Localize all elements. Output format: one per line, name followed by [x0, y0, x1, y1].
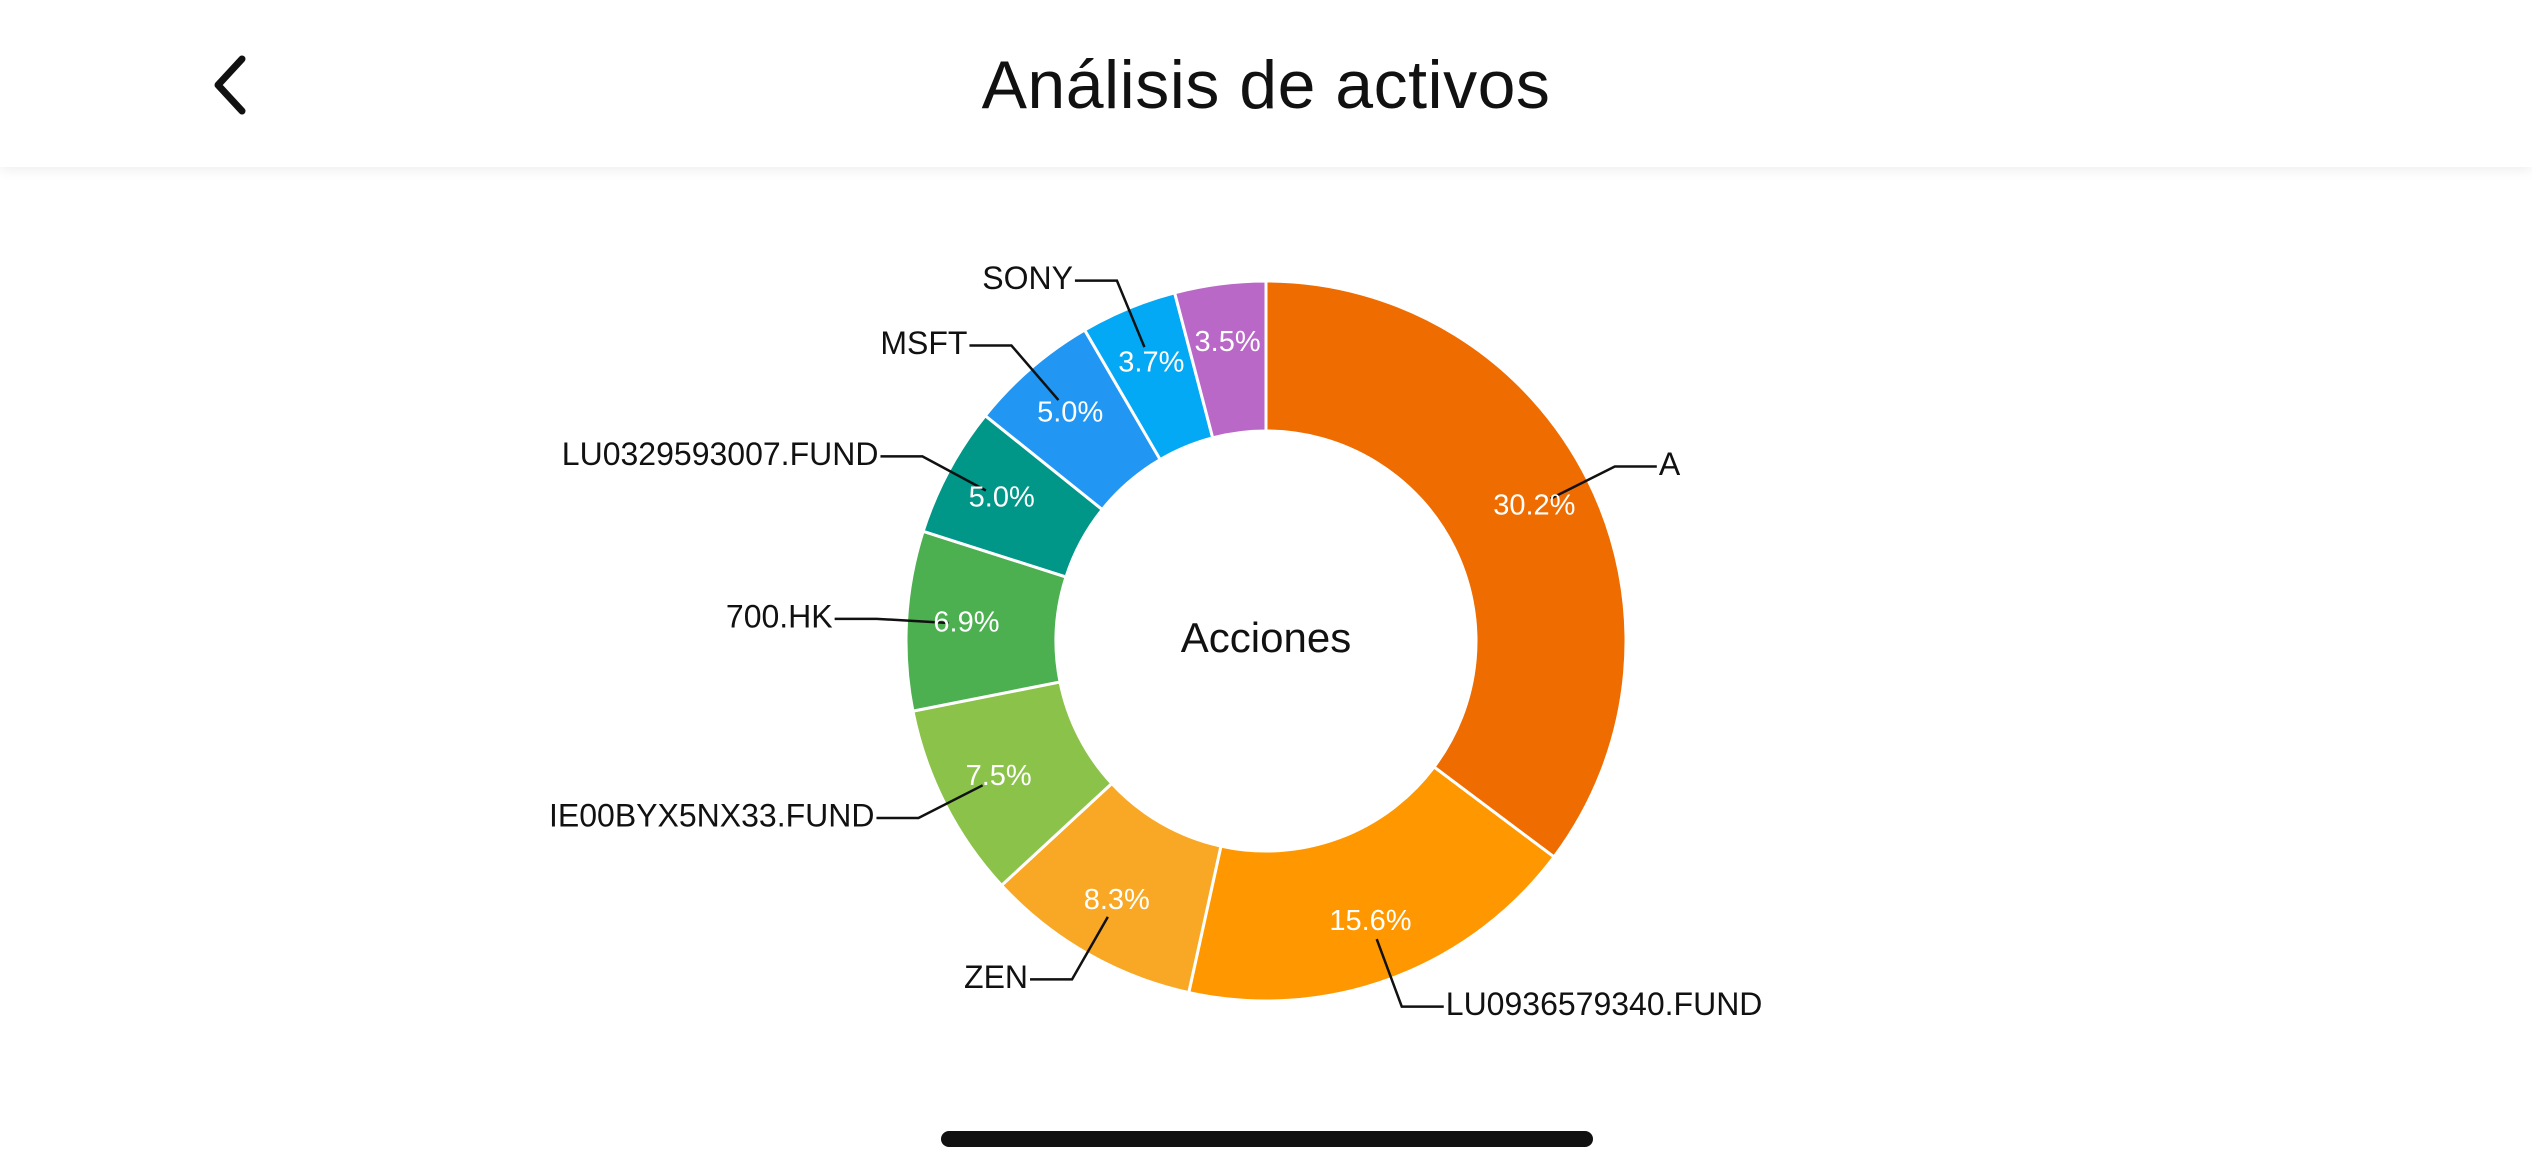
slice-percent-msft: 5.0%	[1037, 396, 1103, 428]
page-title: Análisis de activos	[981, 47, 1551, 123]
slice-slice-8[interactable]	[1172, 279, 1268, 440]
slice-percent-slice-8: 3.5%	[1195, 326, 1261, 358]
leader-line-700-hk	[834, 617, 949, 625]
leader-line-sony	[1074, 279, 1146, 348]
chevron-left-icon	[214, 55, 246, 115]
slice-label-lu0329593007-fund: LU0329593007.FUND	[562, 436, 879, 472]
labels-layer: 30.2% A 15.6% LU0936579340.FUND 8.3% ZEN 7.5% I…	[549, 260, 1762, 1022]
leader-line-zen	[1030, 916, 1109, 981]
back-button[interactable]	[190, 40, 270, 130]
leader-line-lu0936579340-fund	[1375, 938, 1444, 1008]
slice-label-zen: ZEN	[964, 959, 1028, 995]
leader-line-ie00byx5nx33-fund	[876, 784, 984, 820]
slice-label-sony: SONY	[982, 260, 1073, 296]
chart-area: 30.2% A 15.6% LU0936579340.FUND 8.3% ZEN 7.5% I…	[0, 167, 2532, 1127]
leader-line-a	[1549, 465, 1657, 500]
leader-line-lu0329593007-fund	[880, 455, 987, 492]
slice-label-ie00byx5nx33-fund: IE00BYX5NX33.FUND	[549, 797, 874, 833]
slice-percent-lu0936579340-fund: 15.6%	[1329, 905, 1411, 937]
slice-percent-sony: 3.7%	[1118, 346, 1184, 378]
slice-percent-ie00byx5nx33-fund: 7.5%	[966, 760, 1032, 792]
slice-label-lu0936579340-fund: LU0936579340.FUND	[1446, 986, 1763, 1022]
slice-label-msft: MSFT	[880, 325, 967, 361]
leader-line-msft	[969, 344, 1060, 401]
leaders-layer	[834, 279, 1657, 1008]
donut-chart: 30.2% A 15.6% LU0936579340.FUND 8.3% ZEN 7.5% I…	[549, 260, 1762, 1022]
slice-percent-zen: 8.3%	[1084, 884, 1150, 916]
slice-a[interactable]	[1264, 279, 1628, 860]
slice-percent-lu0329593007-fund: 5.0%	[969, 482, 1035, 514]
app-header: Análisis de activos	[0, 0, 2532, 167]
slice-lu0936579340-fund[interactable]	[1186, 764, 1557, 1003]
slice-label-700-hk: 700.HK	[726, 598, 833, 634]
slices-layer	[904, 279, 1628, 1003]
center-label: Acciones	[1181, 614, 1351, 661]
slice-percent-a: 30.2%	[1493, 489, 1575, 521]
slice-percent-700-hk: 6.9%	[933, 607, 999, 639]
home-indicator	[941, 1131, 1593, 1147]
slice-label-a: A	[1659, 446, 1681, 482]
